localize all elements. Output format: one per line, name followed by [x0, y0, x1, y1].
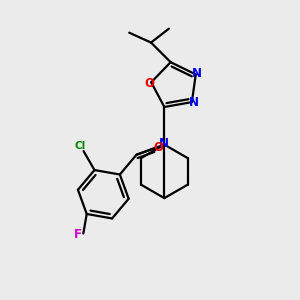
Text: N: N	[192, 67, 202, 80]
Text: N: N	[159, 137, 169, 150]
Text: O: O	[144, 77, 154, 90]
Text: F: F	[74, 228, 82, 241]
Text: Cl: Cl	[75, 141, 86, 151]
Text: N: N	[189, 96, 199, 109]
Text: O: O	[153, 141, 163, 154]
